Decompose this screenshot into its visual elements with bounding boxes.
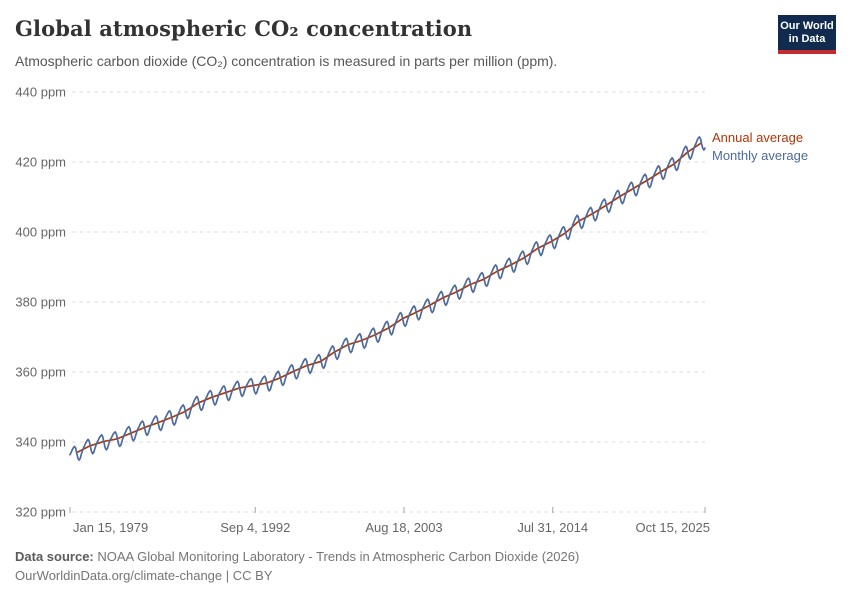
owid-logo[interactable]: Our World in Data <box>778 15 836 54</box>
owid-logo-line1: Our World <box>780 19 834 32</box>
license-text: CC BY <box>232 567 273 583</box>
x-tick-label: Aug 18, 2003 <box>365 520 442 535</box>
monthly-average-line <box>69 136 706 461</box>
license-line: OurWorldinData.org/climate-change | CC B… <box>15 567 835 586</box>
y-tick-label: 440 ppm <box>15 85 66 100</box>
owid-logo-line2: in Data <box>788 32 826 45</box>
x-tick-label: Jul 31, 2014 <box>517 520 588 535</box>
data-source-text: NOAA Global Monitoring Laboratory - Tren… <box>93 549 580 564</box>
page-subtitle: Atmospheric carbon dioxide (CO₂) concent… <box>15 53 558 69</box>
y-tick-label: 340 ppm <box>15 435 66 450</box>
legend-label-annual-average: Annual average <box>712 130 804 145</box>
data-source-label: Data source: <box>15 549 94 564</box>
legend-label-monthly-average: Monthly average <box>712 148 809 163</box>
annual-average-line <box>75 142 702 454</box>
x-tick-label: Sep 4, 1992 <box>220 520 290 535</box>
data-source-line: Data source: NOAA Global Monitoring Labo… <box>15 548 835 567</box>
x-tick-label: Jan 15, 1979 <box>73 520 148 535</box>
x-tick-label: Oct 15, 2025 <box>636 520 710 535</box>
y-tick-label: 400 ppm <box>15 225 66 240</box>
y-tick-label: 360 ppm <box>15 365 66 380</box>
y-tick-label: 420 ppm <box>15 155 66 170</box>
owid-url-link[interactable]: OurWorldinData.org/climate-change <box>15 567 223 583</box>
y-tick-label: 380 ppm <box>15 295 66 310</box>
chart-footer: Data source: NOAA Global Monitoring Labo… <box>15 548 835 585</box>
page-title: Global atmospheric CO₂ concentration <box>15 16 473 41</box>
y-tick-label: 320 ppm <box>15 505 66 520</box>
footer-separator: | <box>225 567 230 583</box>
